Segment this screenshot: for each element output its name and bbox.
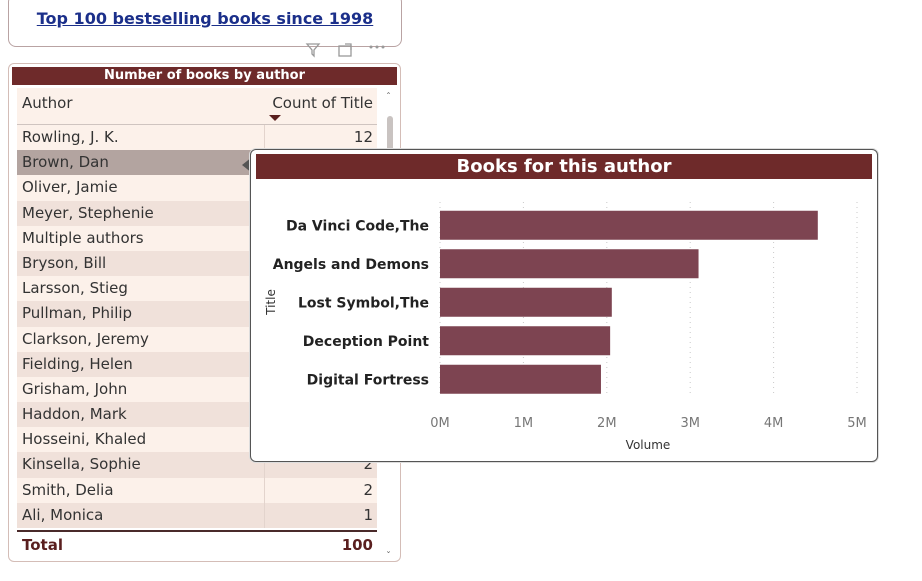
author-cell: Kinsella, Sophie xyxy=(22,455,141,474)
author-cell: Hosseini, Khaled xyxy=(22,430,147,449)
author-cell: Fielding, Helen xyxy=(22,354,133,373)
tooltip-title: Books for this author xyxy=(256,154,872,179)
scroll-up-icon[interactable]: ˆ xyxy=(386,92,391,103)
category-label: Da Vinci Code,The xyxy=(286,218,429,234)
bar[interactable] xyxy=(440,249,699,279)
focus-mode-icon[interactable] xyxy=(336,41,354,59)
author-cell: Oliver, Jamie xyxy=(22,178,118,197)
more-options-icon[interactable] xyxy=(368,41,386,59)
column-divider xyxy=(264,477,265,503)
table-total-row: Total 100 xyxy=(17,530,377,558)
count-cell: 1 xyxy=(363,505,373,524)
x-tick-label: 2M xyxy=(597,416,617,431)
y-axis-title: Title xyxy=(264,289,278,316)
table-row[interactable]: Kinsella, Sophie 2 xyxy=(17,452,377,478)
category-label: Lost Symbol,The xyxy=(298,295,429,311)
author-cell: Clarkson, Jeremy xyxy=(22,329,149,348)
column-header-author[interactable]: Author xyxy=(22,94,73,112)
bar[interactable] xyxy=(440,326,611,356)
x-axis-title: Volume xyxy=(626,438,671,452)
author-cell: Bryson, Bill xyxy=(22,253,107,272)
count-cell: 12 xyxy=(353,128,373,146)
tooltip-pointer xyxy=(242,157,252,173)
table-header: Author Count of Title xyxy=(17,88,377,125)
category-label: Angels and Demons xyxy=(273,257,429,273)
sort-descending-icon xyxy=(269,115,281,121)
x-tick-label: 3M xyxy=(680,416,700,431)
author-cell: Smith, Delia xyxy=(22,480,114,499)
report-title-link[interactable]: Top 100 bestselling books since 1998 xyxy=(36,9,374,28)
table-row[interactable]: Smith, Delia 2 xyxy=(17,477,377,503)
author-cell: Grisham, John xyxy=(22,379,128,398)
scroll-down-icon[interactable]: ˇ xyxy=(386,551,391,562)
bar[interactable] xyxy=(440,287,612,317)
report-title-card: Top 100 bestselling books since 1998 xyxy=(8,0,402,47)
total-value: 100 xyxy=(341,536,373,554)
author-tooltip: Books for this author 0M 1M 2M 3M 4M 5M Da Vin… xyxy=(250,149,878,462)
books-bar-chart: 0M 1M 2M 3M 4M 5M Da Vinci Code,The Angels and … xyxy=(264,202,867,452)
total-label: Total xyxy=(22,536,63,554)
author-cell: Meyer, Stephenie xyxy=(22,203,154,222)
filter-icon[interactable] xyxy=(304,41,322,59)
column-header-count[interactable]: Count of Title xyxy=(272,94,373,112)
bar[interactable] xyxy=(440,364,601,394)
x-tick-label: 5M xyxy=(847,416,867,431)
author-cell: Rowling, J. K. xyxy=(22,128,119,146)
category-label: Digital Fortress xyxy=(307,372,429,388)
author-cell: Larsson, Stieg xyxy=(22,279,128,298)
visual-header xyxy=(304,40,386,60)
category-label: Deception Point xyxy=(303,334,430,350)
column-divider xyxy=(264,452,265,478)
bar[interactable] xyxy=(440,210,818,240)
table-row[interactable]: Rowling, J. K. 12 xyxy=(17,125,377,151)
table-row[interactable]: Ali, Monica 1 xyxy=(17,502,377,528)
x-tick-label: 1M xyxy=(514,416,534,431)
author-cell: Multiple authors xyxy=(22,228,144,247)
count-cell: 2 xyxy=(363,455,373,474)
author-cell: Haddon, Mark xyxy=(22,405,127,424)
author-cell: Brown, Dan xyxy=(22,153,109,172)
count-cell: 2 xyxy=(363,480,373,499)
x-tick-label: 4M xyxy=(764,416,784,431)
x-tick-label: 0M xyxy=(430,416,450,431)
column-divider xyxy=(264,125,265,151)
author-cell: Ali, Monica xyxy=(22,505,104,524)
column-divider xyxy=(264,502,265,528)
author-cell: Pullman, Philip xyxy=(22,304,133,323)
table-title: Number of books by author xyxy=(12,67,397,85)
